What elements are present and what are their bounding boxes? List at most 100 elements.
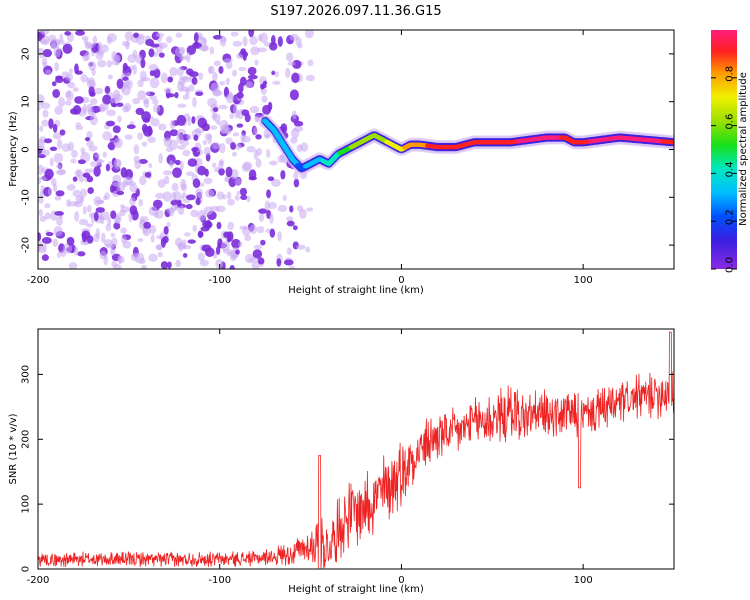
- spectrogram-noise-cell: [96, 158, 103, 166]
- spectrogram-noise-cell: [227, 198, 235, 206]
- spectrogram-noise-cell: [153, 211, 159, 219]
- spectrogram-noise-cell: [61, 71, 70, 79]
- spectrogram-noise-cell: [231, 238, 241, 249]
- spectrogram-noise-cell: [239, 76, 247, 86]
- spectrogram-noise-cell: [52, 89, 61, 99]
- spectrogram-noise-cell: [129, 184, 138, 193]
- spectrogram-noise-cell: [38, 208, 44, 217]
- spectrogram-noise-cell: [116, 102, 124, 107]
- spectrogram-noise-cell: [175, 32, 183, 38]
- spectrogram-noise-cell: [285, 67, 291, 79]
- snr-y-label: SNR (10 * v/v): [8, 413, 19, 484]
- spectrogram-noise-cell: [187, 116, 192, 126]
- spectrogram-noise-cell: [291, 72, 300, 84]
- spectrogram-noise-cell: [148, 64, 159, 71]
- spectrogram-noise-cell: [239, 225, 248, 230]
- spectrogram-noise-cell: [307, 59, 314, 67]
- spectrogram-noise-cell: [272, 80, 281, 85]
- snr-x-tick-label: 100: [574, 575, 593, 586]
- spectrogram-x-axis: -200 -100 0 100: [27, 30, 593, 286]
- spectrogram-y-tick-label: 0: [21, 146, 32, 152]
- spectrogram-noise-cell: [177, 81, 185, 92]
- spectrogram-noise-cell: [56, 164, 62, 169]
- spectrogram-noise-cell: [68, 68, 73, 74]
- spectrogram-noise-cell: [191, 147, 199, 152]
- snr-y-axis: 0 100 200 300: [21, 365, 674, 572]
- spectrogram-noise-cell: [212, 107, 219, 112]
- spectrogram-noise-cell: [305, 74, 315, 82]
- spectrogram-noise-cell: [252, 249, 263, 259]
- spectrogram-noise-cell: [185, 194, 196, 201]
- spectrogram-noise-cell: [112, 125, 121, 134]
- spectrogram-noise-cell: [171, 191, 177, 201]
- colorbar-tick-label: 0.4: [725, 161, 736, 177]
- spectrogram-noise-cell: [291, 110, 297, 120]
- spectrogram-noise-cell: [152, 104, 161, 113]
- spectrogram-noise-cell: [54, 61, 60, 72]
- spectrogram-noise-cell: [181, 76, 191, 83]
- spectrogram-noise-cell: [203, 146, 211, 156]
- spectrogram-noise-cell: [83, 39, 89, 46]
- spectrogram-noise-cell: [266, 189, 272, 199]
- spectrogram-noise-cell: [292, 225, 298, 231]
- spectrogram-noise-cell: [228, 176, 237, 188]
- spectrogram-noise-cell: [176, 133, 184, 144]
- spectrogram-noise-cell: [202, 139, 208, 146]
- spectrogram-noise-cell: [234, 194, 240, 201]
- spectrogram-noise-cell: [266, 148, 271, 158]
- spectrogram-noise-cell: [51, 81, 57, 87]
- spectrogram-noise-cell: [267, 201, 277, 210]
- spectrogram-noise-cell: [211, 142, 221, 150]
- spectrogram-noise-cell: [123, 176, 134, 186]
- spectrogram-noise-cell: [132, 64, 137, 75]
- spectrogram-noise-cell: [65, 100, 72, 106]
- spectrogram-noise-cell: [84, 168, 95, 173]
- spectrogram-noise-cell: [226, 191, 232, 200]
- spectrogram-noise-cell: [95, 199, 105, 204]
- spectrogram-noise-cell: [229, 254, 237, 261]
- spectrogram-noise-cell: [109, 97, 120, 104]
- spectrogram-noise-cell: [181, 192, 187, 198]
- spectrogram-noise-cell: [286, 220, 295, 227]
- spectrogram-noise-cell: [160, 261, 169, 269]
- spectrogram-noise-cell: [216, 221, 222, 230]
- spectrogram-noise-cell: [231, 151, 237, 157]
- spectrogram-noise-cell: [99, 250, 107, 260]
- spectrogram-noise-cell: [122, 76, 129, 81]
- spectrogram-noise-cell: [38, 139, 45, 150]
- spectrogram-noise-cell: [97, 59, 107, 68]
- spectrogram-noise-cell: [197, 165, 207, 176]
- spectrogram-noise-cell: [106, 109, 117, 117]
- spectrogram-noise-cell: [53, 46, 61, 58]
- spectrogram-noise-cell: [81, 232, 87, 243]
- spectrogram-noise-cell: [47, 187, 52, 196]
- spectrogram-noise-cell: [264, 133, 271, 140]
- spectrogram-noise-cell: [195, 91, 204, 97]
- spectrogram-noise-cell: [223, 58, 233, 63]
- spectrogram-noise-cell: [144, 171, 152, 178]
- spectrogram-noise-cell: [137, 90, 146, 101]
- spectrogram-noise-cell: [197, 230, 204, 238]
- spectrogram-noise-cell: [72, 104, 82, 115]
- spectrogram-noise-cell: [42, 149, 50, 157]
- spectrogram-noise-cell: [185, 203, 193, 210]
- snr-y-tick-label: 200: [21, 430, 32, 449]
- spectrogram-noise-cell: [93, 165, 101, 177]
- spectrogram-noise-cell: [145, 91, 151, 96]
- spectrogram-noise-cell: [177, 103, 187, 108]
- spectrogram-noise-cell: [77, 159, 86, 165]
- spectrogram-noise-cell: [38, 232, 42, 242]
- spectrogram-noise-cell: [255, 158, 262, 168]
- spectrogram-noise-cell: [77, 251, 86, 257]
- spectrogram-noise-cell: [72, 176, 78, 182]
- spectrogram-noise-cell: [142, 117, 150, 123]
- spectrogram-noise-cell: [41, 57, 48, 65]
- spectrogram-noise-cell: [289, 89, 299, 101]
- spectrogram-noise-cell: [38, 176, 42, 185]
- snr-series-line: [38, 331, 674, 569]
- spectrogram-noise-cell: [107, 141, 116, 151]
- spectrogram-noise-cell: [87, 106, 95, 117]
- spectrogram-noise-cell: [72, 87, 79, 93]
- spectrogram-noise-cell: [169, 67, 178, 77]
